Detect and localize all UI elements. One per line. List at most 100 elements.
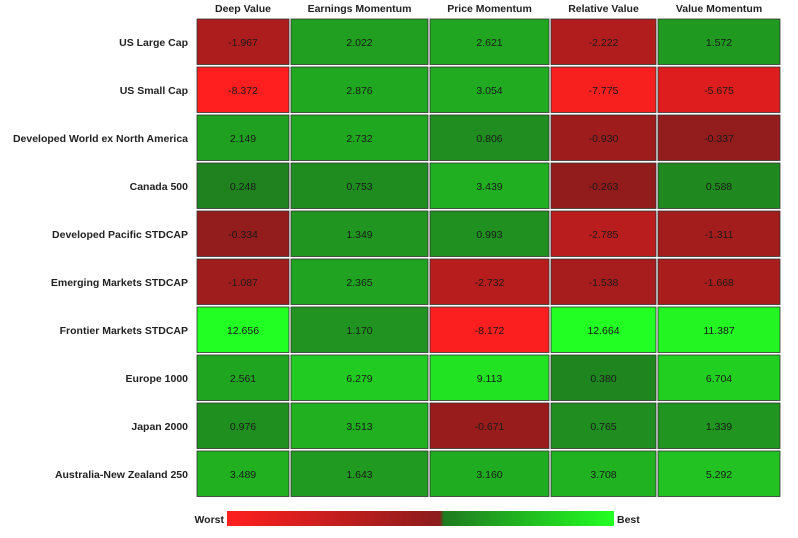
row-label: Europe 1000 xyxy=(126,373,189,385)
legend-worst-label: Worst xyxy=(194,514,224,526)
heatmap-cell xyxy=(657,114,781,161)
cell-value: 1.339 xyxy=(706,421,732,433)
row-label: Emerging Markets STDCAP xyxy=(51,277,188,289)
cell-value: 2.022 xyxy=(346,37,372,49)
cell-value: 3.160 xyxy=(476,469,502,481)
heatmap-cell xyxy=(429,210,550,257)
heatmap-cell xyxy=(196,306,290,353)
cell-value: -0.671 xyxy=(475,421,505,433)
column-header: Price Momentum xyxy=(447,3,532,15)
heatmap-cell xyxy=(290,18,429,65)
cell-value: 2.621 xyxy=(476,37,502,49)
heatmap-cell xyxy=(550,210,657,257)
heatmap-cell xyxy=(429,162,550,209)
cell-value: 9.113 xyxy=(477,373,503,385)
column-header: Earnings Momentum xyxy=(308,3,412,15)
cell-value: 12.656 xyxy=(227,325,259,337)
column-header: Value Momentum xyxy=(676,3,762,15)
cell-value: 3.054 xyxy=(476,85,502,97)
cell-value: 1.572 xyxy=(706,37,732,49)
heatmap-cell xyxy=(550,162,657,209)
heatmap-cell xyxy=(196,210,290,257)
heatmap-cell xyxy=(429,450,550,497)
cell-value: -2.785 xyxy=(589,229,619,241)
cell-value: -5.675 xyxy=(704,85,734,97)
heatmap-cell xyxy=(429,258,550,305)
row-label: US Small Cap xyxy=(120,85,188,97)
row-label: Australia-New Zealand 250 xyxy=(55,469,188,481)
cell-value: 2.365 xyxy=(346,277,372,289)
cell-value: -2.732 xyxy=(475,277,505,289)
cell-value: 2.732 xyxy=(346,133,372,145)
heatmap-cell xyxy=(429,306,550,353)
heatmap-cell xyxy=(657,66,781,113)
row-label: Developed Pacific STDCAP xyxy=(52,229,188,241)
heatmap-cell xyxy=(290,354,429,401)
row-label: Canada 500 xyxy=(130,181,189,193)
heatmap-cell xyxy=(429,66,550,113)
legend-gradient-bar xyxy=(227,511,614,526)
row-label: Japan 2000 xyxy=(131,421,188,433)
cell-value: -2.222 xyxy=(589,37,619,49)
cell-value: -1.538 xyxy=(589,277,619,289)
heatmap-cell xyxy=(429,114,550,161)
cell-value: 1.170 xyxy=(346,325,372,337)
heatmap-cell xyxy=(196,162,290,209)
heatmap-cell xyxy=(290,258,429,305)
heatmap-cell xyxy=(550,66,657,113)
heatmap-cell xyxy=(196,18,290,65)
cell-value: 0.993 xyxy=(476,229,502,241)
heatmap-cell xyxy=(550,258,657,305)
cell-value: 0.753 xyxy=(346,181,372,193)
cell-value: 0.806 xyxy=(476,133,502,145)
heatmap-cell xyxy=(196,114,290,161)
heatmap-cell xyxy=(196,66,290,113)
cell-value: 2.149 xyxy=(230,133,256,145)
column-header: Deep Value xyxy=(215,3,271,15)
cell-value: 1.349 xyxy=(346,229,372,241)
cell-value: -0.334 xyxy=(228,229,258,241)
heatmap-cell xyxy=(290,402,429,449)
heatmap-cell xyxy=(550,18,657,65)
heatmap-cell xyxy=(290,114,429,161)
heatmap-cell xyxy=(196,402,290,449)
cell-value: 0.976 xyxy=(230,421,256,433)
heatmap-cell xyxy=(657,162,781,209)
heatmap-cell xyxy=(429,402,550,449)
cell-value: -1.311 xyxy=(705,229,734,241)
cell-value: -0.263 xyxy=(589,181,619,193)
cell-value: 3.708 xyxy=(590,469,616,481)
heatmap-cell xyxy=(550,450,657,497)
legend-best-label: Best xyxy=(617,514,640,526)
heatmap-cell xyxy=(550,354,657,401)
cell-value: 3.489 xyxy=(230,469,256,481)
heatmap-cell xyxy=(290,162,429,209)
heatmap-cell xyxy=(550,114,657,161)
row-label: Developed World ex North America xyxy=(13,133,188,145)
heatmap-cell xyxy=(429,354,550,401)
heatmap-cell xyxy=(657,306,781,353)
cell-value: 0.380 xyxy=(590,373,616,385)
heatmap-cell xyxy=(657,450,781,497)
heatmap-cell xyxy=(290,66,429,113)
heatmap-cell xyxy=(290,210,429,257)
cell-value: 0.765 xyxy=(590,421,616,433)
cell-value: -8.372 xyxy=(228,85,258,97)
cell-value: 6.279 xyxy=(346,373,372,385)
heatmap-cell xyxy=(196,354,290,401)
heatmap-cell xyxy=(657,18,781,65)
heatmap-cell xyxy=(657,210,781,257)
cell-value: 0.248 xyxy=(230,181,256,193)
cell-value: -1.668 xyxy=(704,277,734,289)
cell-value: 6.704 xyxy=(706,373,732,385)
heatmap-cell xyxy=(290,450,429,497)
cell-value: 3.513 xyxy=(346,421,372,433)
cell-value: 12.664 xyxy=(587,325,619,337)
heatmap-cell xyxy=(196,258,290,305)
cell-value: -1.967 xyxy=(228,37,258,49)
heatmap-cell xyxy=(657,354,781,401)
heatmap-cell xyxy=(550,402,657,449)
cell-value: 11.387 xyxy=(703,325,734,337)
cell-value: -1.087 xyxy=(228,277,258,289)
